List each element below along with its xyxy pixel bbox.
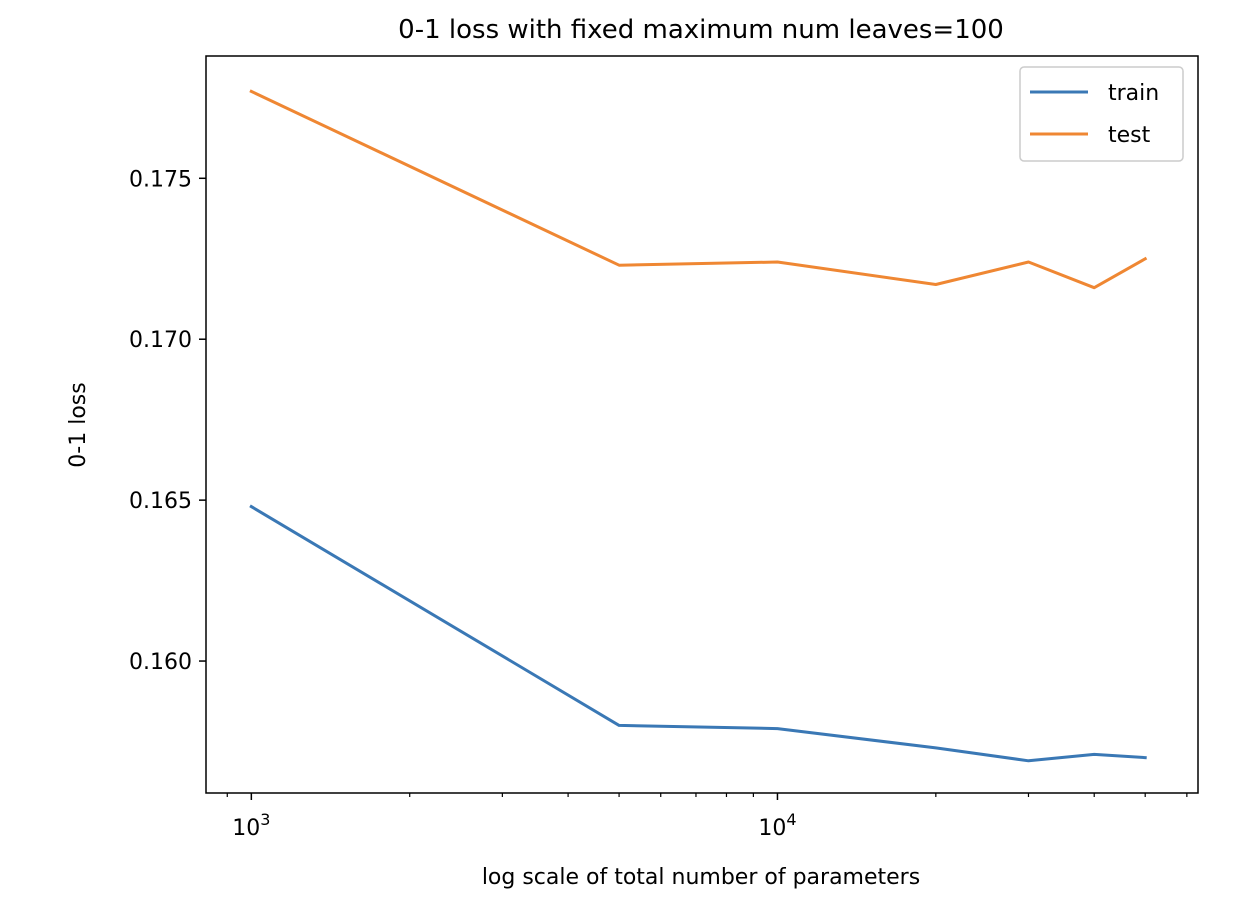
series-line-train (249, 504, 1147, 763)
plot-area-frame (205, 55, 1199, 794)
x-tick-label: 103 (232, 810, 270, 841)
x-tick-label: 104 (758, 810, 796, 841)
y-tick-label: 0.165 (129, 489, 192, 514)
legend: train test (1019, 66, 1184, 162)
series-line-test (249, 89, 1148, 290)
y-axis-label: 0-1 loss (66, 382, 91, 467)
y-axis-ticks: 0.160 0.165 0.170 0.175 (129, 167, 206, 675)
legend-label-test: test (1108, 123, 1151, 148)
chart-title: 0-1 loss with fixed maximum num leaves=1… (398, 15, 1004, 45)
y-tick-label: 0.175 (129, 167, 192, 192)
series-lines (249, 89, 1148, 763)
y-tick-label: 0.160 (129, 650, 192, 675)
x-axis-ticks: 103 104 (232, 793, 797, 841)
legend-label-train: train (1108, 81, 1159, 106)
x-axis-label: log scale of total number of parameters (482, 865, 920, 890)
y-tick-label: 0.170 (129, 328, 192, 353)
